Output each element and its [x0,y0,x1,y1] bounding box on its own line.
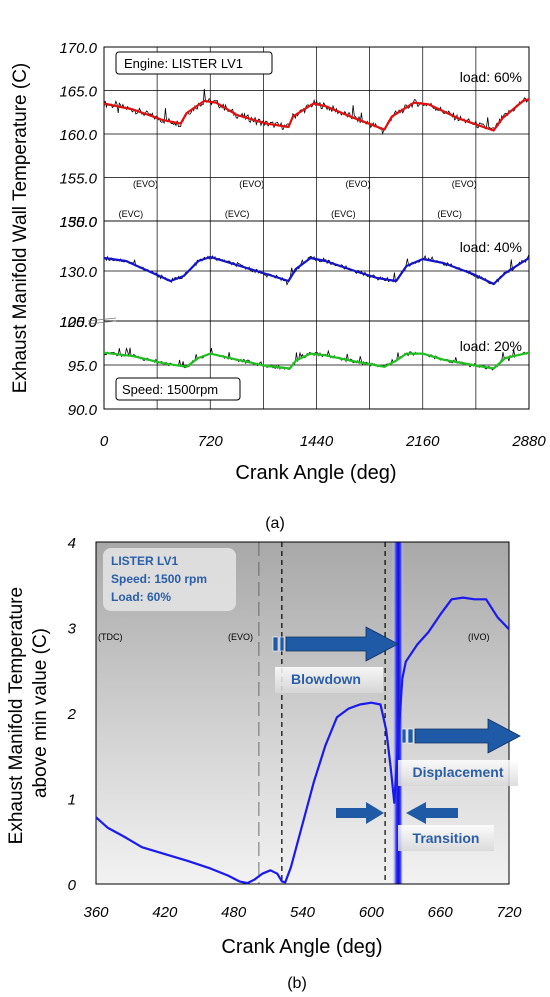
y-axis-title-a: Exhaust Manifold Wall Temperature (C) [10,63,31,394]
x-tick-label: 2160 [405,433,440,450]
evo-label: (EVO) [452,179,477,189]
transition-band [391,542,404,884]
y-tick-label-b: 0 [68,877,77,894]
y-tick-labels-a: 150.0 155.0 160.0 165.0 170.0 125.0 130.0 135.0… [59,40,97,419]
evo-label: (EVO) [239,179,264,189]
engine-box [115,51,273,75]
x-tick-labels-a: 0 720 1440 2160 2880 [100,433,547,450]
evc-label: (EVC) [331,209,356,219]
load-label-2: load: 40% [460,239,522,255]
evo-labels-a: (EVO) (EVO) (EVO) (EVO) [133,179,477,189]
evc-label: (EVC) [119,209,144,219]
y-tick-label-b: 2 [67,706,77,723]
y-axis-title-b-line2: above min value (C) [30,628,51,798]
axis-break-marks [87,317,117,325]
y-tick-label: 160.0 [59,127,97,144]
caption-b: (b) [287,975,307,992]
evo-marker: (EVO) [228,632,253,642]
y-axis-title-b: Exhaust Manifold Temperature above min v… [6,582,51,845]
legend-engine: LISTER LV1 [111,554,178,568]
transition-label-bg [398,825,494,851]
x-axis-title-b: Crank Angle (deg) [221,936,382,958]
evc-label: (EVC) [437,209,462,219]
smoothed-trace-2 [103,255,530,286]
x-tick-label: 2880 [511,433,546,450]
y-tick-label: 95.0 [68,358,98,375]
y-tick-label: 150.0 [59,214,97,231]
y-tick-label: 90.0 [68,402,98,419]
legend-box-b [103,548,236,611]
series-b [95,596,510,885]
y-tick-label-b: 3 [68,621,77,638]
x-tick-label-b: 720 [496,904,522,921]
x-tick-label: 720 [198,433,224,450]
ivo-marker: (IVO) [468,632,490,642]
transition-label: Transition [413,830,480,846]
engine-label: Engine: LISTER LV1 [124,56,243,71]
load-label-3: load: 20% [460,338,522,354]
evo-label: (EVO) [133,179,158,189]
y-tick-label: 170.0 [59,40,97,57]
displacement-label: Displacement [412,764,503,780]
caption-a: (a) [265,515,285,532]
x-tick-label-b: 600 [359,904,385,921]
speed-box [115,377,241,401]
smoothed-trace-1 [103,98,530,132]
y-axis-title-b-line1: Exhaust Manifold Temperature [6,587,27,844]
evc-labels-a: (EVC) (EVC) (EVC) (EVC) [119,209,462,219]
y-tick-label: 135.0 [59,214,97,231]
blowdown-label-bg [275,667,383,693]
x-tick-label-b: 360 [83,904,109,921]
x-tick-labels-b: 360 420 480 540 600 660 720 [83,904,522,921]
transition-arrows [336,802,458,824]
load-labels-a: load: 60% load: 40% load: 20% [460,69,522,354]
plot-frame-b [95,541,510,885]
y-tick-label-b: 1 [68,792,76,809]
speed-label: Speed: 1500rpm [122,382,218,397]
x-tick-label-b: 660 [428,904,454,921]
panel-b: LISTER LV1 Speed: 1500 rpm Load: 60% (TD… [6,535,522,992]
x-tick-label: 0 [100,433,109,450]
y-tick-label: 100.0 [59,314,97,331]
panel-a: 150.0 155.0 160.0 165.0 170.0 125.0 130.0 135.0… [10,40,546,532]
x-axis-title-a: Crank Angle (deg) [235,462,396,484]
y-tick-label-b: 4 [68,535,76,552]
displacement-arrow [401,718,521,754]
evc-label: (EVC) [225,209,250,219]
x-tick-label: 1440 [300,433,334,450]
y-tick-label: 130.0 [59,264,97,281]
blowdown-label: Blowdown [291,671,361,687]
x-tick-label-b: 480 [221,904,247,921]
legend-load: Load: 60% [111,590,171,604]
evo-label: (EVO) [345,179,370,189]
temperature-curve [95,596,510,885]
y-tick-label: 125.0 [59,314,97,331]
event-lines-b [258,542,386,884]
series-a [103,88,530,371]
displacement-label-bg [398,760,518,786]
y-tick-label: 155.0 [59,171,97,188]
x-tick-label-b: 420 [152,904,178,921]
blowdown-arrow [272,626,399,662]
y-tick-labels-b: 0 1 2 3 4 [67,535,77,894]
smoothed-trace-3 [103,351,530,370]
y-tick-label: 165.0 [59,84,97,101]
load-label-1: load: 60% [460,69,522,85]
legend-speed: Speed: 1500 rpm [111,572,207,586]
x-tick-label-b: 540 [290,904,316,921]
tdc-marker: (TDC) [98,632,123,642]
